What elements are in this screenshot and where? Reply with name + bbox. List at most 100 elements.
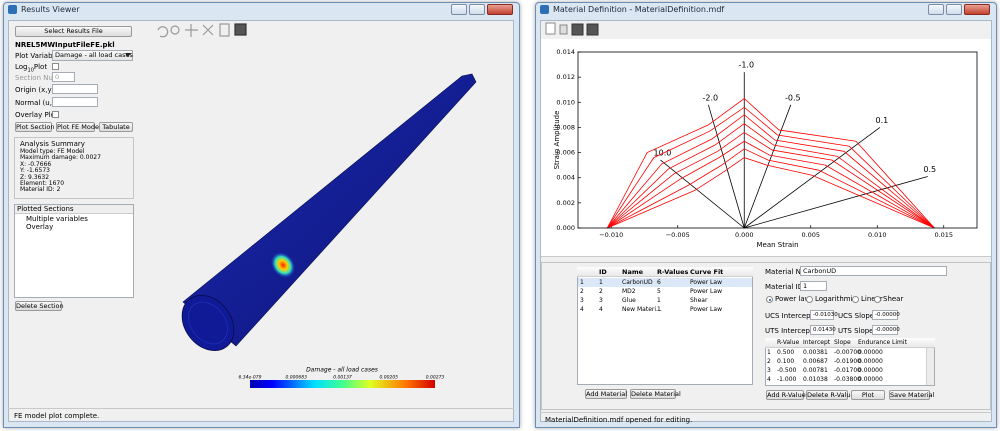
button[interactable]: Select Results File: [15, 26, 132, 37]
text-input[interactable]: CarbonUD: [800, 266, 947, 276]
text-input[interactable]: -0.00000: [872, 325, 900, 335]
radio[interactable]: [806, 296, 813, 303]
table-cell[interactable]: 1: [599, 279, 603, 286]
button[interactable]: Delete Material: [630, 389, 681, 399]
window-title: Material Definition - MaterialDefinition…: [553, 5, 725, 14]
row-number[interactable]: 4: [767, 376, 771, 383]
table-cell[interactable]: -0.00700: [834, 349, 861, 356]
table-cell[interactable]: New Materi...: [622, 306, 662, 313]
minimize-button[interactable]: [451, 4, 467, 15]
table-cell[interactable]: 3: [599, 297, 603, 304]
table-cell[interactable]: Power Law: [690, 288, 722, 295]
table-cell[interactable]: 0.500: [777, 349, 795, 356]
text-input[interactable]: [52, 84, 98, 94]
label: UCS Intercept (A): [765, 312, 826, 320]
row-number[interactable]: 1: [767, 349, 771, 356]
maximize-button[interactable]: [946, 4, 962, 15]
table-cell[interactable]: Shear: [690, 297, 708, 304]
table-cell[interactable]: -0.01900: [834, 358, 861, 365]
minimize-button[interactable]: [928, 4, 944, 15]
column-header: R-Values: [657, 268, 689, 276]
table-cell[interactable]: -0.01700: [834, 367, 861, 374]
column-header: Endurance Limit: [858, 339, 907, 346]
table-cell[interactable]: -1.000: [777, 376, 797, 383]
radio-label: Logarithmic: [815, 295, 857, 303]
column-header: ID: [599, 268, 607, 276]
close-button[interactable]: [487, 4, 513, 15]
column-header: Name: [622, 268, 644, 276]
text-input[interactable]: [52, 97, 98, 107]
button[interactable]: Plot FE Model: [56, 122, 101, 132]
list-item[interactable]: Overlay: [26, 223, 54, 231]
column-header: Intercept: [803, 339, 831, 346]
table-cell[interactable]: Power Law: [690, 306, 722, 313]
checkbox[interactable]: [52, 111, 59, 118]
button[interactable]: Add R-Value: [766, 390, 806, 400]
table-cell[interactable]: 6: [657, 279, 661, 286]
table-cell[interactable]: 0.00000: [858, 367, 883, 374]
summary-line: Material ID: 2: [20, 186, 61, 194]
text-input[interactable]: -0.01030: [810, 310, 838, 320]
table-cell[interactable]: 4: [599, 306, 603, 313]
table-cell[interactable]: 1: [657, 297, 661, 304]
radio[interactable]: [874, 296, 881, 303]
table-cell[interactable]: 0.00000: [858, 349, 883, 356]
button[interactable]: Delete R-Value: [806, 390, 855, 400]
table-cell[interactable]: 2: [599, 288, 603, 295]
row-number[interactable]: 3: [580, 297, 584, 304]
table-cell[interactable]: Power Law: [690, 279, 722, 286]
button[interactable]: Delete Section: [15, 301, 64, 311]
button[interactable]: Tabulate: [99, 122, 133, 132]
table-cell[interactable]: 0.100: [777, 358, 795, 365]
table-cell[interactable]: 0.00687: [803, 358, 828, 365]
row-number[interactable]: 4: [580, 306, 584, 313]
maximize-button[interactable]: [469, 4, 485, 15]
plotted-sections-panel: [14, 204, 134, 298]
row-number[interactable]: 2: [580, 288, 584, 295]
table-cell[interactable]: 0.00781: [803, 367, 828, 374]
table-cell[interactable]: MD2: [622, 288, 636, 295]
scrollbar[interactable]: [926, 348, 934, 385]
row-number[interactable]: 1: [580, 279, 584, 286]
app-icon: [8, 5, 17, 14]
row-number[interactable]: 3: [767, 367, 771, 374]
close-button[interactable]: [964, 4, 990, 15]
row-number[interactable]: 2: [767, 358, 771, 365]
column-header: Slope: [834, 339, 851, 346]
status-separator: [8, 408, 514, 409]
table-cell[interactable]: 1: [657, 306, 661, 313]
label: Material ID: [765, 283, 804, 291]
table-cell[interactable]: CarbonUD: [622, 279, 653, 286]
summary-line: Y: -1.6573: [20, 167, 50, 175]
dropdown[interactable]: Damage - all load cases: [52, 50, 133, 61]
radio[interactable]: [852, 296, 859, 303]
table-cell[interactable]: -0.500: [777, 367, 797, 374]
file-name: NREL5MWInputFileFE.pkl: [15, 41, 115, 49]
radio[interactable]: [766, 296, 773, 303]
table-cell[interactable]: 0.00000: [858, 358, 883, 365]
text-input[interactable]: 0.01430: [810, 325, 836, 335]
status-separator: [540, 412, 992, 413]
label-part: 10: [27, 67, 34, 74]
button[interactable]: Save Material: [889, 390, 935, 400]
table-cell[interactable]: 0.00381: [803, 349, 828, 356]
button[interactable]: Add Material: [585, 389, 628, 399]
table-cell[interactable]: -0.03800: [834, 376, 861, 383]
label: UCS Slope (B): [838, 312, 887, 320]
list-item[interactable]: Multiple variables: [26, 215, 88, 223]
text-input[interactable]: -0.00000: [872, 310, 900, 320]
text-input[interactable]: 1: [800, 281, 827, 291]
button[interactable]: Plot Section: [15, 122, 55, 132]
table-header: [765, 338, 935, 348]
group-title: Analysis Summary: [20, 140, 85, 148]
button[interactable]: Plot: [851, 390, 885, 400]
table-cell[interactable]: 0.00000: [858, 376, 883, 383]
summary-line: Maximum damage: 0.0027: [20, 154, 101, 162]
table-cell[interactable]: 0.01038: [803, 376, 828, 383]
label: UTS Intercept (A): [765, 327, 826, 335]
table-cell[interactable]: Glue: [622, 297, 636, 304]
summary-line: Element: 1670: [20, 180, 65, 187]
checkbox[interactable]: [52, 63, 59, 70]
table-cell[interactable]: 5: [657, 288, 661, 295]
spinbox[interactable]: 0: [52, 72, 75, 82]
